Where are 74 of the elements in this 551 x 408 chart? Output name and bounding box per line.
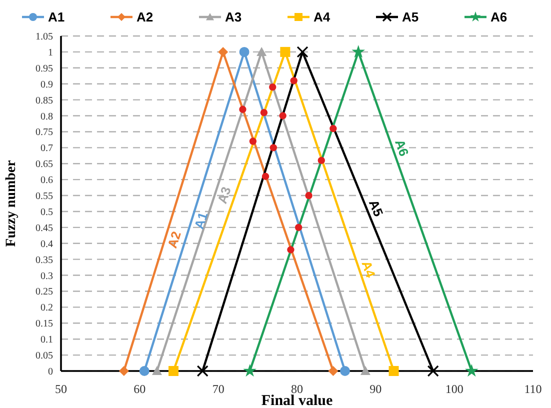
annotation: A4 <box>358 258 379 280</box>
point <box>296 46 308 58</box>
point <box>196 365 208 377</box>
y-tick-label: 0.6 <box>40 175 53 186</box>
y-tick-label: 0.75 <box>36 127 53 138</box>
y-tick-label: 0.3 <box>40 270 53 282</box>
point <box>290 77 298 84</box>
y-tick-label: 1.05 <box>36 32 53 42</box>
point <box>360 366 370 375</box>
legend-label: A2 <box>136 10 154 25</box>
y-tick-label: 0.95 <box>36 63 53 74</box>
y-tick-label: 0.05 <box>36 350 53 362</box>
point <box>330 124 337 132</box>
point <box>260 108 268 116</box>
y-tick-label: 0.15 <box>36 318 53 330</box>
y-tick-label: 0.35 <box>36 254 53 266</box>
legend-label: A6 <box>490 10 508 25</box>
point <box>168 366 178 376</box>
point <box>352 44 366 58</box>
point <box>262 172 270 180</box>
point <box>118 366 129 376</box>
y-tick-label: 0.55 <box>36 191 53 202</box>
annotation: A6 <box>392 138 412 158</box>
x-tick-label: 60 <box>134 382 146 396</box>
y-tick-label: 0 <box>48 366 53 378</box>
x-tick-label: 90 <box>370 382 382 396</box>
point <box>249 138 257 145</box>
point <box>340 366 350 376</box>
point <box>218 46 228 57</box>
x-axis-title: Final value <box>261 393 333 408</box>
point <box>269 83 276 91</box>
y-axis-title: Fuzzy number <box>4 160 19 247</box>
point <box>464 364 478 377</box>
point <box>318 156 325 164</box>
point <box>287 246 294 254</box>
point <box>305 192 312 200</box>
point <box>139 366 150 376</box>
annotation: A5 <box>366 198 386 219</box>
point <box>328 366 338 376</box>
x-tick-label: 80 <box>291 382 303 396</box>
point <box>280 46 290 57</box>
y-tick-label: 0.85 <box>36 95 53 106</box>
y-tick-label: 0.7 <box>40 143 53 154</box>
point <box>427 365 439 377</box>
y-tick-label: 0.45 <box>36 222 53 234</box>
y-tick-label: 0.4 <box>40 238 53 250</box>
x-tick-label: 50 <box>55 382 67 396</box>
point <box>152 366 162 375</box>
point <box>256 46 267 56</box>
y-tick-label: 0.2 <box>40 302 53 314</box>
point <box>239 46 250 57</box>
point <box>270 144 277 152</box>
annotation: A2 <box>164 230 184 250</box>
legend-label: A4 <box>314 10 331 25</box>
legend-label: A5 <box>402 10 419 25</box>
legend-label: A3 <box>225 10 242 25</box>
y-tick-label: 0.9 <box>40 79 53 90</box>
y-tick-label: 1 <box>48 47 53 58</box>
y-tick-label: 0.65 <box>36 159 53 170</box>
legend-label: A1 <box>48 10 65 25</box>
x-tick-label: 70 <box>212 382 224 396</box>
x-tick-label: 110 <box>524 382 542 396</box>
point <box>243 364 256 377</box>
point <box>279 112 286 120</box>
y-tick-label: 0.1 <box>40 334 53 346</box>
y-tick-label: 0.5 <box>40 206 53 218</box>
annotation: A1 <box>191 210 211 231</box>
y-tick-label: 0.25 <box>36 286 53 298</box>
x-tick-label: 100 <box>445 382 464 396</box>
point <box>239 106 246 113</box>
y-tick-label: 0.8 <box>40 111 53 122</box>
point <box>294 224 302 232</box>
annotation: A3 <box>214 184 234 206</box>
point <box>388 366 399 376</box>
